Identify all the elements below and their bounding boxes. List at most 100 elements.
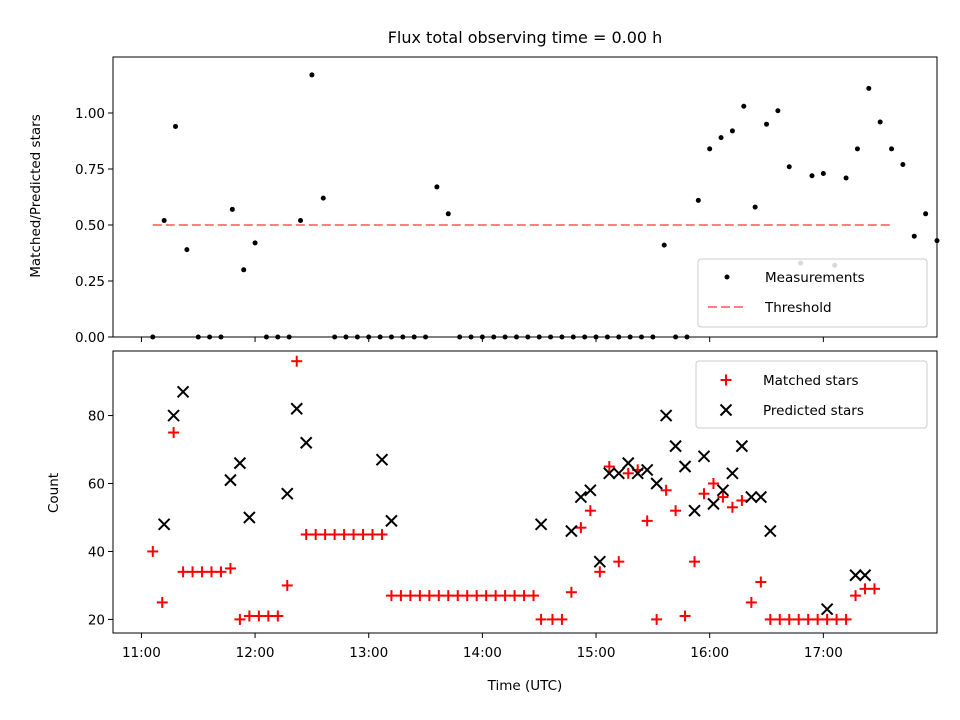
- predicted-star-marker: [678, 460, 692, 473]
- predicted-star-marker: [707, 497, 720, 511]
- predicted-star-marker: [631, 467, 644, 480]
- matched-star-marker: [367, 528, 379, 540]
- matched-star-marker: [272, 610, 284, 622]
- matched-star-marker: [243, 610, 255, 622]
- matched-star-marker: [736, 494, 748, 506]
- predicted-star-marker: [650, 477, 663, 490]
- matched-star-marker: [206, 566, 218, 578]
- measurement-point: [241, 267, 247, 273]
- top-y-ticks: 0.00 0.25 0.50 0.75 1.00: [75, 106, 113, 346]
- matched-star-marker: [499, 590, 511, 602]
- matched-star-marker: [433, 590, 445, 602]
- matched-star-marker: [461, 590, 473, 602]
- predicted-star-marker: [593, 555, 607, 568]
- predicted-star-marker: [233, 456, 247, 470]
- measurement-point: [173, 123, 179, 129]
- matched-star-marker: [556, 613, 568, 625]
- matched-star-marker: [423, 590, 435, 602]
- matched-star-marker: [793, 613, 805, 625]
- legend-matched-marker: [720, 374, 732, 386]
- matched-star-marker: [480, 590, 492, 602]
- count-panel: Count Time (UTC) 20 40 60 80 11:00 12:00 13:0…: [46, 350, 938, 694]
- x-tick-label: 15:00: [577, 645, 616, 661]
- bottom-legend: Matched stars Predicted stars: [695, 360, 928, 429]
- measurement-point: [775, 108, 781, 114]
- bottom-y-tick-label: 60: [88, 477, 105, 493]
- predicted-star-marker: [858, 569, 872, 582]
- bottom-x-ticks: 11:00 12:00 13:00 14:00 15:00 16:00 17:00: [122, 633, 843, 661]
- top-y-tick-label: 0.50: [75, 218, 105, 234]
- matched-star-marker: [348, 528, 360, 540]
- matched-star-marker: [177, 566, 189, 578]
- top-y-tick-label: 0.25: [75, 274, 105, 290]
- top-y-axis-label: Matched/Predicted stars: [28, 114, 44, 277]
- predicted-star-marker: [697, 450, 711, 463]
- matched-star-marker: [745, 596, 757, 608]
- measurement-point: [741, 103, 747, 109]
- matched-star-marker: [679, 610, 691, 622]
- predicted-star-marker: [659, 409, 673, 422]
- matched-star-marker: [262, 610, 274, 622]
- predicted-star-marker: [622, 456, 635, 470]
- measurement-point: [854, 146, 860, 152]
- measurement-point: [695, 197, 701, 203]
- predicted-star-marker: [574, 490, 588, 504]
- matched-star-marker: [414, 590, 426, 602]
- matched-star-marker: [338, 528, 350, 540]
- predicted-star-marker: [385, 514, 398, 528]
- measurement-point: [161, 218, 167, 224]
- predicted-star-marker: [764, 524, 777, 538]
- matched-star-marker: [821, 613, 833, 625]
- measurement-point: [923, 211, 929, 217]
- measurement-point: [298, 218, 304, 224]
- predicted-star-marker: [745, 490, 758, 504]
- x-axis-label: Time (UTC): [487, 678, 563, 694]
- matched-star-marker: [291, 355, 303, 367]
- matched-star-marker: [774, 613, 786, 625]
- matched-star-marker: [156, 596, 168, 608]
- predicted-star-marker: [726, 467, 739, 480]
- matched-star-marker: [329, 528, 341, 540]
- matched-star-marker: [755, 576, 767, 588]
- legend-predicted-marker: [719, 403, 733, 417]
- legend-matched-label: Matched stars: [763, 373, 859, 389]
- chart-title: Flux total observing time = 0.00 h: [388, 28, 663, 47]
- matched-star-markers: [147, 355, 880, 625]
- bottom-y-tick-label: 40: [88, 544, 105, 560]
- predicted-star-marker: [754, 490, 768, 504]
- matched-star-marker: [404, 590, 416, 602]
- matched-star-marker: [698, 488, 710, 500]
- predicted-star-marker: [300, 436, 313, 449]
- bottom-legend-box: [695, 360, 928, 429]
- matched-star-marker: [518, 590, 530, 602]
- matched-star-marker: [764, 613, 776, 625]
- predicted-star-marker: [603, 467, 616, 480]
- matched-star-marker: [802, 613, 814, 625]
- bottom-y-tick-label: 20: [88, 612, 105, 628]
- predicted-star-marker: [640, 463, 654, 477]
- x-tick-label: 14:00: [463, 645, 502, 661]
- matched-star-marker: [831, 613, 843, 625]
- matched-star-marker: [281, 579, 293, 591]
- measurement-point: [866, 85, 872, 91]
- measurement-point: [184, 247, 190, 253]
- legend-threshold-label: Threshold: [764, 300, 832, 316]
- matched-star-marker: [215, 566, 227, 578]
- matched-star-marker: [471, 590, 483, 602]
- matched-star-marker: [812, 613, 824, 625]
- matched-star-marker: [224, 562, 236, 574]
- matched-star-marker: [859, 583, 871, 595]
- top-legend: Measurements Threshold: [697, 258, 928, 328]
- predicted-star-marker: [820, 603, 834, 616]
- matched-star-marker: [187, 566, 199, 578]
- predicted-star-marker: [584, 484, 597, 497]
- measurement-point: [820, 170, 826, 176]
- matched-star-marker: [395, 590, 407, 602]
- predicted-star-marker: [157, 518, 171, 531]
- matched-star-marker: [168, 427, 180, 439]
- measurement-point: [889, 146, 895, 152]
- matched-star-marker: [442, 590, 454, 602]
- measurement-point: [729, 128, 735, 134]
- measurement-point: [707, 146, 713, 152]
